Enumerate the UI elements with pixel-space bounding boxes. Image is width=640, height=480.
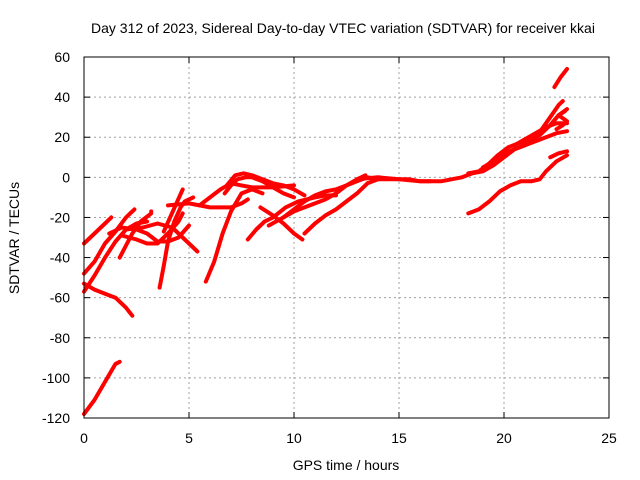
x-tick-label: 25 bbox=[601, 430, 617, 446]
series-line-arc16 bbox=[224, 171, 307, 198]
x-axis-label: GPS time / hours bbox=[293, 457, 400, 473]
y-tick-label: 60 bbox=[54, 49, 70, 65]
series-line-arc29 bbox=[554, 107, 569, 132]
series-line-arc4 bbox=[82, 281, 135, 318]
series-line-arc24 bbox=[481, 99, 565, 170]
series-line-arc18 bbox=[258, 205, 305, 242]
x-tick-label: 5 bbox=[185, 430, 193, 446]
series-line-arc3 bbox=[82, 219, 149, 294]
y-tick-label: -120 bbox=[42, 410, 70, 426]
series-line-arc14 bbox=[203, 187, 265, 284]
data-series bbox=[82, 67, 569, 416]
y-tick-label: 40 bbox=[54, 89, 70, 105]
series-line-arc8 bbox=[119, 211, 185, 246]
series-line-arc10 bbox=[157, 195, 196, 290]
series-line-arc11 bbox=[161, 187, 185, 234]
y-tick-label: -40 bbox=[50, 250, 70, 266]
series-line-arc1 bbox=[82, 215, 114, 246]
series-line-arc2 bbox=[82, 207, 137, 276]
x-tick-label: 0 bbox=[80, 430, 88, 446]
x-tick-label: 20 bbox=[496, 430, 512, 446]
plot-area-frame bbox=[83, 56, 610, 419]
y-tick-label: -100 bbox=[42, 370, 70, 386]
x-tick-label: 15 bbox=[391, 430, 407, 446]
axis-ticks: 0 5 10 15 20 25 -120 -100 -80 -60 -40 -20 0 20 40 60 bbox=[42, 49, 617, 446]
y-tick-label: -80 bbox=[50, 330, 70, 346]
y-tick-label: -60 bbox=[50, 290, 70, 306]
y-axis-label: SDTVAR / TECUs bbox=[6, 182, 22, 294]
series-line-arc12 bbox=[166, 197, 250, 210]
chart-title: Day 312 of 2023, Sidereal Day-to-day VTE… bbox=[91, 20, 595, 36]
series-line-arc7 bbox=[107, 223, 191, 244]
series-line-arc25 bbox=[512, 121, 569, 148]
series-line-arc28 bbox=[552, 67, 569, 90]
gridlines bbox=[84, 57, 609, 418]
x-tick-label: 10 bbox=[286, 430, 302, 446]
y-tick-label: 20 bbox=[54, 129, 70, 145]
series-line-arc27 bbox=[548, 149, 569, 160]
y-tick-label: -20 bbox=[50, 209, 70, 225]
series-line-arc17 bbox=[245, 193, 338, 242]
series-line-arc5 bbox=[82, 359, 122, 416]
y-tick-label: 0 bbox=[62, 169, 70, 185]
series-line-arc26 bbox=[466, 153, 569, 216]
